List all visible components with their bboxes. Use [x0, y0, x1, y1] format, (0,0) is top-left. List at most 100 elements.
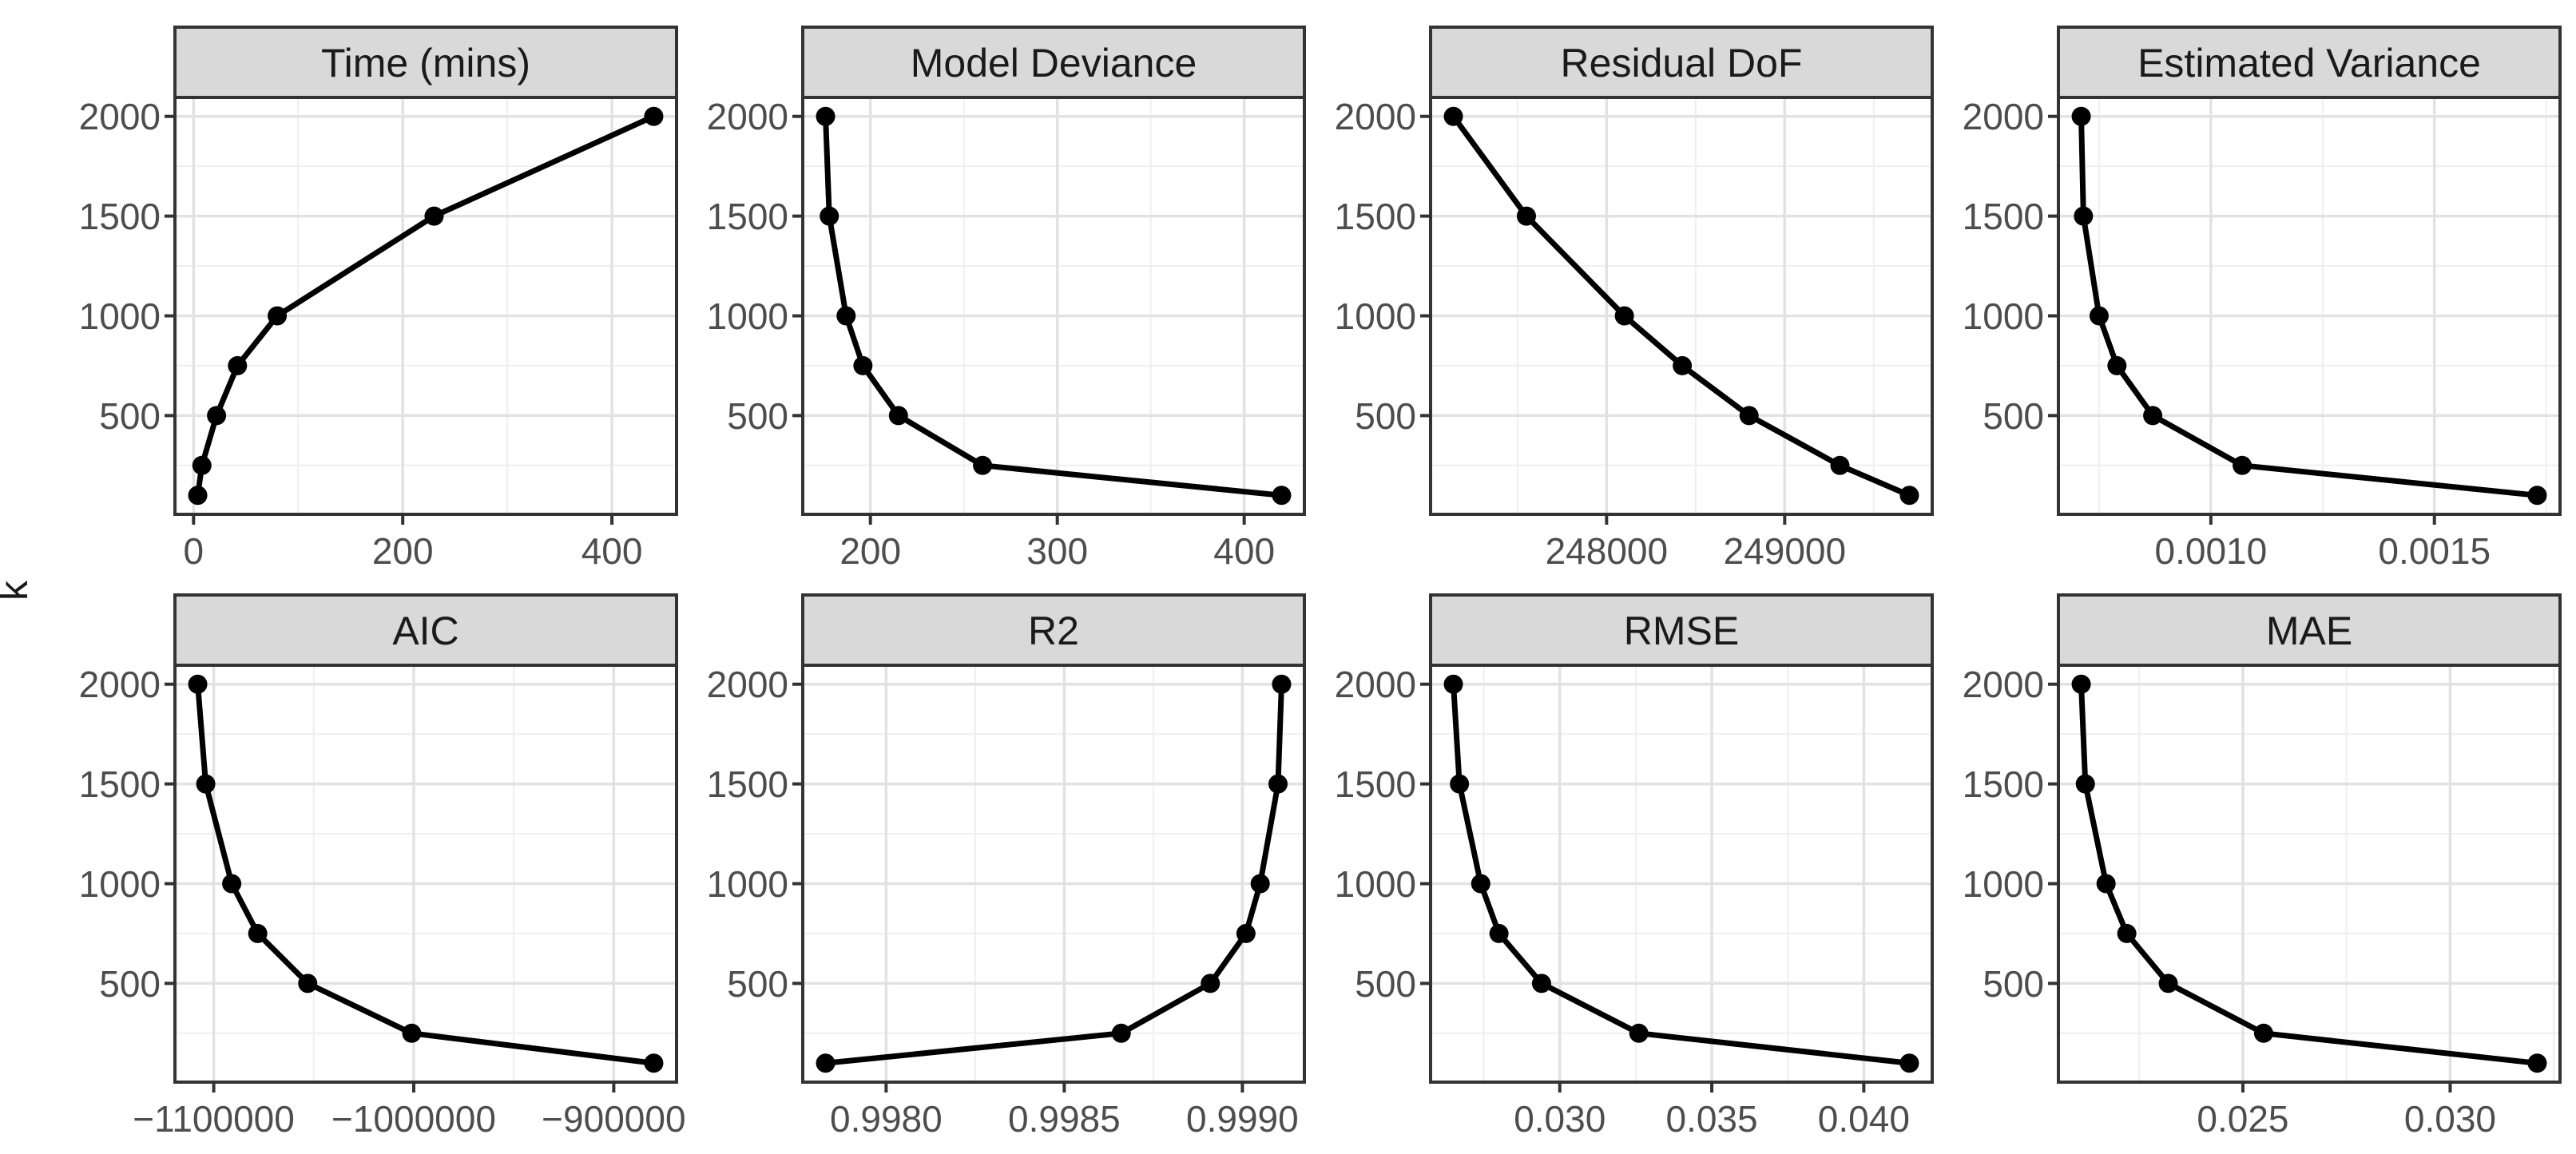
x-tick-label: 400 — [581, 530, 643, 572]
y-tick-label: 500 — [727, 963, 788, 1005]
axes: 500 1000 1500 2000 0.025 0.030 — [1963, 664, 2496, 1140]
axes: 500 1000 1500 2000 −1100000 −1000000 −900000 — [79, 664, 686, 1140]
x-tick-label: 0.040 — [1818, 1098, 1910, 1140]
data-point — [816, 106, 836, 126]
data-point — [1111, 1023, 1131, 1043]
data-point — [298, 974, 318, 993]
data-point — [222, 874, 242, 894]
gridlines — [175, 665, 677, 1082]
panel-residual-dof: Residual DoF 500 1000 1500 2000 248000 249000 — [1335, 26, 1934, 572]
x-tick-label: −1000000 — [331, 1098, 496, 1140]
x-tick-label: 0.030 — [1514, 1098, 1606, 1140]
strip-time-mins — [173, 26, 678, 99]
strip-mae — [2057, 593, 2562, 667]
y-tick-label: 1500 — [79, 763, 161, 805]
data-point — [2074, 206, 2094, 226]
x-tick-label: 300 — [1026, 530, 1088, 572]
y-tick-label: 1500 — [1963, 196, 2044, 237]
y-tick-label: 1000 — [1963, 295, 2044, 337]
strip-title: Model Deviance — [911, 41, 1197, 85]
data-point — [1250, 874, 1270, 894]
data-point — [973, 455, 993, 475]
panel-time-mins: Time (mins) 500 1000 1500 2000 0 200 400 — [79, 26, 678, 572]
strip-r2 — [801, 593, 1306, 667]
data-point — [207, 406, 227, 426]
data-point — [1236, 923, 1256, 943]
data-point — [2527, 1053, 2547, 1073]
strip-residual-dof — [1429, 26, 1934, 99]
panel-area — [175, 97, 677, 514]
data-point — [644, 1053, 664, 1073]
x-tick-label: 249000 — [1724, 530, 1847, 572]
strip-title: Residual DoF — [1561, 41, 1803, 85]
panel-aic: AIC 500 1000 1500 2000 −1100000 −1000000 −90000… — [79, 593, 686, 1140]
y-tick-label: 1000 — [1963, 863, 2044, 905]
gridlines — [803, 665, 1304, 1082]
y-tick-label: 2000 — [1335, 96, 1416, 137]
y-tick-label: 2000 — [1335, 664, 1416, 705]
y-tick-label: 500 — [1983, 963, 2044, 1005]
data-point — [424, 206, 444, 226]
y-tick-label: 1500 — [79, 196, 161, 237]
data-point — [816, 1053, 836, 1073]
data-point — [888, 406, 908, 426]
x-tick-label: 0 — [184, 530, 204, 572]
x-tick-label: −900000 — [542, 1098, 685, 1140]
y-tick-label: 1000 — [707, 863, 788, 905]
y-tick-label: 500 — [1355, 963, 1416, 1005]
data-point — [2107, 355, 2127, 375]
data-point — [1272, 486, 1292, 506]
y-tick-label: 1000 — [1335, 863, 1416, 905]
panel-area — [2058, 665, 2560, 1082]
data-point — [1268, 774, 1288, 794]
data-point — [228, 355, 248, 375]
y-tick-label: 500 — [99, 963, 161, 1005]
panel-area — [803, 665, 1304, 1082]
data-point — [1673, 355, 1693, 375]
x-tick-label: 0.9985 — [1008, 1098, 1121, 1140]
y-tick-label: 1500 — [707, 763, 788, 805]
data-point — [402, 1023, 422, 1043]
y-tick-label: 1000 — [1335, 295, 1416, 337]
data-point — [188, 486, 208, 506]
gridlines — [803, 97, 1304, 514]
data-point — [196, 774, 216, 794]
x-tick-label: −1100000 — [133, 1098, 295, 1140]
y-tick-label: 1500 — [1963, 763, 2044, 805]
data-point — [2071, 106, 2091, 126]
axes: 500 1000 1500 2000 0.9980 0.9985 0.9990 — [707, 664, 1299, 1140]
y-tick-label: 500 — [727, 395, 788, 437]
data-point — [2527, 486, 2547, 506]
y-tick-label: 2000 — [1963, 664, 2044, 705]
gridlines — [1431, 665, 1932, 1082]
panel-model-deviance: Model Deviance 500 1000 1500 2000 200 300 400 — [707, 26, 1306, 572]
y-tick-label: 1500 — [1335, 763, 1416, 805]
x-tick-label: 0.0015 — [2378, 530, 2491, 572]
data-point — [1830, 455, 1850, 475]
data-point — [1450, 774, 1470, 794]
axes: 500 1000 1500 2000 248000 249000 — [1335, 96, 1846, 572]
y-tick-label: 2000 — [707, 664, 788, 705]
data-point — [1899, 1053, 1919, 1073]
strip-title: Estimated Variance — [2137, 41, 2481, 85]
y-tick-label: 2000 — [707, 96, 788, 137]
y-tick-label: 2000 — [79, 664, 161, 705]
strip-aic — [173, 593, 678, 667]
x-tick-label: 0.035 — [1665, 1098, 1757, 1140]
data-point — [2075, 774, 2095, 794]
gridlines — [1431, 97, 1932, 514]
panel-area — [175, 665, 677, 1082]
data-point — [1489, 923, 1509, 943]
x-tick-label: 400 — [1213, 530, 1275, 572]
data-point — [188, 674, 208, 694]
data-point — [2071, 674, 2091, 694]
data-point — [1739, 406, 1759, 426]
x-tick-label: 248000 — [1546, 530, 1669, 572]
data-point — [2143, 406, 2163, 426]
axes: 500 1000 1500 2000 200 300 400 — [707, 96, 1275, 572]
gridlines — [2058, 665, 2560, 1082]
data-point — [1516, 206, 1536, 226]
data-point — [1443, 106, 1463, 126]
data-point — [644, 106, 664, 126]
strip-rmse — [1429, 593, 1934, 667]
